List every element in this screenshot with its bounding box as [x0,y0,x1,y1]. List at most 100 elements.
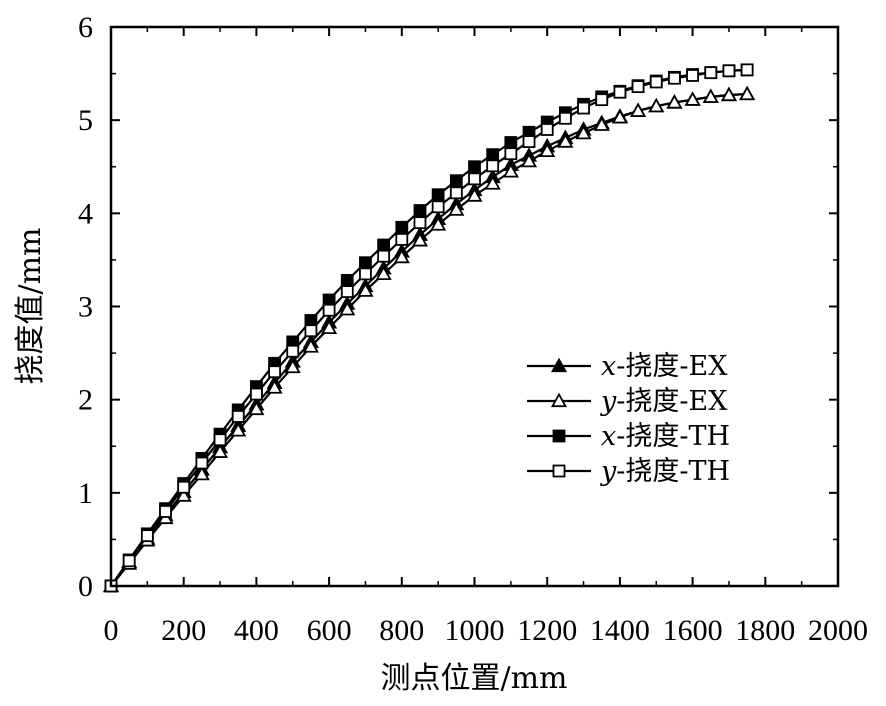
legend-item: y-挠度-EX [527,386,728,417]
data-point [702,88,719,103]
legend-item: y-挠度-TH [527,456,730,487]
legend-item: x-挠度-EX [527,351,728,382]
data-point [431,200,445,214]
x-tick-label: 200 [161,614,206,647]
data-point [304,324,318,338]
data-point [159,505,172,518]
x-tick-label: 1800 [735,614,795,647]
data-point [212,443,229,458]
legend-variable: y [600,456,617,487]
data-point [249,387,263,401]
data-point [395,220,409,234]
data-point [357,282,374,297]
legend-marker [552,464,566,478]
x-tick-label: 0 [104,614,119,647]
series-line [110,68,748,587]
data-point [648,97,665,113]
data-point [522,135,536,148]
data-point [284,358,301,374]
data-point [684,91,701,106]
data-point [502,163,519,178]
x-tick-label: 800 [379,614,424,647]
data-point [266,379,283,394]
data-point [231,410,245,423]
legend: x-挠度-EXy-挠度-EXx-挠度-THy-挠度-TH [527,351,730,487]
data-point [430,216,447,231]
y-tick-label: 0 [78,570,93,603]
y-axis-title: 挠度值/mm [13,227,48,384]
data-point [575,124,592,140]
data-point [395,233,409,246]
data-point [486,148,500,162]
data-point [577,101,590,115]
legend-variable: y [600,386,617,417]
data-point [686,69,699,82]
x-tick-label: 1600 [663,614,723,647]
data-point [539,142,556,158]
series-line [110,68,748,587]
data-point [466,187,483,202]
x-tick-label: 400 [234,614,279,647]
data-point [468,172,481,186]
data-point [486,159,500,173]
data-point [359,267,372,281]
data-point [722,64,736,78]
y-tick-label: 4 [78,197,93,230]
data-point [268,365,281,379]
data-point [321,319,338,335]
data-point [504,147,518,161]
data-point [377,238,391,252]
series-2 [102,85,756,593]
legend-label: x-挠度-EX [601,351,728,382]
series-line [110,92,748,587]
legend-suffix: -挠度-TH [616,421,730,452]
plot-frame [109,25,840,588]
data-point [593,116,610,131]
x-tick-label: 2000 [808,614,868,647]
data-point [340,285,354,298]
data-point [449,186,463,200]
legend-marker [550,392,568,408]
data-point [540,123,554,136]
series-layer [102,63,756,593]
legend-item: x-挠度-TH [527,421,730,452]
data-point [595,93,609,107]
data-point [666,94,683,109]
data-point [122,554,136,568]
series-1 [102,85,756,593]
data-point [484,175,501,190]
x-tick-label: 600 [307,614,352,647]
data-point [448,201,465,216]
data-point [631,80,645,94]
data-point [339,300,356,316]
legend-label: x-挠度-TH [601,421,730,452]
data-point [449,174,463,188]
series-line [110,92,748,587]
x-tick-label: 1200 [517,614,577,647]
legend-marker [550,357,568,373]
data-point [175,487,192,502]
data-point [468,160,481,174]
data-point [740,63,754,77]
data-point [177,480,191,494]
data-point [704,66,718,80]
y-tick-label: 1 [78,477,93,510]
data-point [557,133,574,148]
data-point [630,102,647,117]
data-point [558,111,572,125]
y-tick-label: 2 [78,384,93,417]
data-point [230,422,247,437]
axes-layer: 0 200 400 600 800 1000 1200 1400 1600 1800 2000 0 1 2… [78,11,868,647]
data-point [504,136,518,149]
legend-suffix: -挠度-TH [616,456,730,487]
data-point [613,85,627,99]
data-point [195,456,209,470]
data-point [668,71,681,85]
series-3 [104,63,754,593]
x-axis-title: 测点位置/mm [380,661,567,696]
data-point [193,465,210,481]
series-4 [104,63,754,593]
data-point [411,231,429,247]
y-tick-label: 6 [78,11,93,44]
